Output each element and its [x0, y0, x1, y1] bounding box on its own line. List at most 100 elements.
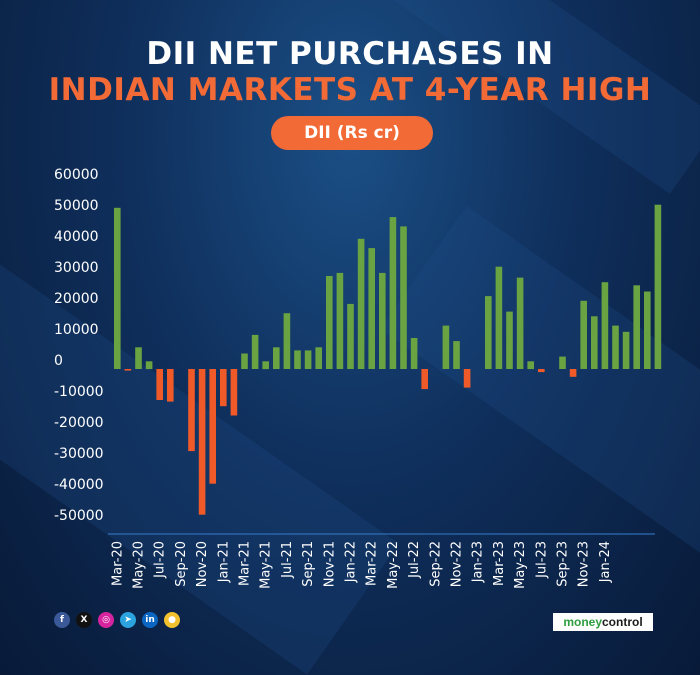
- x-tick-label: May-20: [132, 541, 147, 589]
- bar: [463, 369, 471, 388]
- bar: [135, 347, 142, 369]
- bar: [538, 369, 545, 373]
- bar: [145, 361, 153, 370]
- bar: [273, 347, 280, 369]
- x-tick-label: Mar-20: [110, 541, 125, 586]
- y-tick-label: 40000: [54, 229, 99, 245]
- bar: [622, 331, 630, 369]
- y-tick-label: -50000: [54, 508, 104, 524]
- notification-icon[interactable]: ●: [164, 612, 180, 628]
- bar: [220, 369, 227, 407]
- bar: [188, 369, 195, 452]
- bar: [156, 369, 163, 400]
- bar: [559, 356, 566, 369]
- x-axis-ticks: Mar-20 May-20 Jul-20 Sep-20 Nov-20 Jan-21 Mar-…: [110, 541, 613, 589]
- bar: [442, 325, 450, 369]
- bar: [347, 303, 354, 369]
- x-tick-label: Mar-22: [365, 541, 380, 586]
- x-tick-label: Sep-22: [428, 541, 443, 587]
- chart-title-line2: INDIAN MARKETS AT 4-YEAR HIGH: [48, 72, 652, 108]
- x-tick-label: Sep-23: [556, 541, 571, 587]
- bar: [251, 334, 259, 369]
- y-tick-label: 20000: [54, 291, 99, 307]
- y-tick-label: 0: [54, 353, 63, 369]
- bar: [569, 369, 577, 377]
- bar: [591, 316, 598, 369]
- y-tick-label: -30000: [54, 446, 104, 462]
- chart-title-line1: DII NET PURCHASES IN: [146, 36, 554, 72]
- bar: [612, 325, 619, 369]
- instagram-icon[interactable]: ◎: [98, 612, 114, 628]
- series-label-pill: DII (Rs cr): [271, 116, 433, 150]
- x-tick-label: May-21: [259, 541, 274, 589]
- facebook-icon[interactable]: f: [54, 612, 70, 628]
- bar: [283, 313, 291, 369]
- x-tick-label: Jan-23: [471, 541, 486, 583]
- bar: [506, 311, 513, 369]
- x-tick-label: Jan-24: [598, 541, 613, 583]
- bar: [421, 369, 428, 390]
- telegram-icon[interactable]: ➤: [120, 612, 136, 628]
- bar: [336, 272, 344, 369]
- logo-money: money: [563, 615, 602, 629]
- bar: [230, 369, 238, 416]
- y-axis-ticks: 60000 50000 40000 30000 20000 10000 0 -10000 -20…: [54, 167, 104, 524]
- x-tick-label: Jul-21: [280, 541, 295, 579]
- bar: [357, 238, 365, 369]
- x-tick-label: Nov-23: [577, 541, 592, 587]
- bar: [368, 248, 375, 369]
- bar: [124, 369, 132, 371]
- bar: [304, 350, 312, 369]
- x-tick-label: Mar-21: [238, 541, 253, 586]
- linkedin-icon[interactable]: in: [142, 612, 158, 628]
- bar: [167, 369, 174, 402]
- x-tick-label: Jan-21: [216, 541, 231, 583]
- x-tick-label: Jul-23: [534, 541, 549, 579]
- bar: [198, 369, 206, 515]
- bar: [114, 207, 121, 369]
- x-icon[interactable]: X: [76, 612, 92, 628]
- bar: [601, 282, 609, 369]
- y-tick-label: -40000: [54, 477, 104, 493]
- bar: [315, 347, 322, 369]
- bar: [485, 296, 492, 369]
- y-tick-label: 50000: [54, 198, 99, 214]
- x-tick-label: Nov-20: [195, 541, 210, 587]
- social-icons: f X ◎ ➤ in ●: [54, 612, 180, 628]
- y-tick-label: 60000: [54, 167, 99, 183]
- bar: [633, 285, 640, 369]
- x-tick-label: Nov-21: [322, 541, 337, 587]
- logo-control: control: [602, 615, 643, 629]
- bar: [654, 204, 662, 369]
- bar: [527, 361, 534, 370]
- bar: [294, 350, 301, 369]
- x-tick-label: Jul-20: [153, 541, 168, 579]
- bar: [209, 369, 216, 484]
- bar: [495, 266, 503, 369]
- bar: [262, 361, 269, 370]
- bar: [580, 300, 587, 369]
- y-tick-label: -10000: [54, 384, 104, 400]
- x-tick-label: Jul-22: [407, 541, 422, 579]
- x-tick-label: Sep-20: [174, 541, 189, 587]
- x-tick-label: Mar-23: [492, 541, 507, 586]
- x-tick-label: May-22: [386, 541, 401, 589]
- y-tick-label: -20000: [54, 415, 104, 431]
- bar: [453, 341, 460, 369]
- x-tick-label: Jan-22: [344, 541, 359, 583]
- bar: [326, 276, 333, 369]
- moneycontrol-logo: moneycontrol: [553, 613, 653, 631]
- bar: [379, 272, 386, 369]
- bar: [516, 277, 524, 369]
- bars-group: [114, 204, 662, 515]
- x-tick-label: Sep-21: [301, 541, 316, 587]
- y-tick-label: 30000: [54, 260, 99, 276]
- bar: [400, 226, 407, 369]
- x-tick-label: Nov-22: [450, 541, 465, 587]
- y-tick-label: 10000: [54, 322, 99, 338]
- bar: [644, 291, 651, 369]
- bar: [410, 338, 418, 369]
- bar: [241, 353, 248, 369]
- bar: [389, 217, 397, 369]
